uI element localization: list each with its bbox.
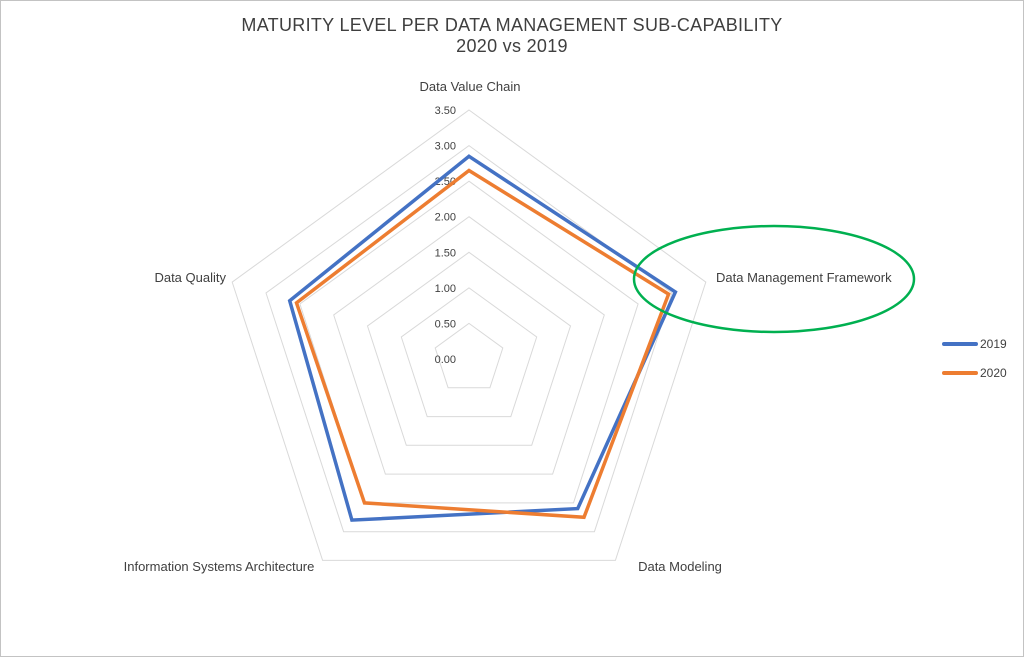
legend-line-swatch-2020: [942, 370, 978, 375]
category-label: Data Management Framework: [716, 270, 892, 285]
legend-label-2020: 2020: [980, 365, 1007, 380]
legend-line-swatch-2019: [942, 341, 978, 346]
radial-tick-label: 0.00: [435, 354, 456, 366]
legend-item-2020: 2020: [942, 363, 1007, 382]
radial-tick-label: 2.00: [435, 212, 456, 224]
grid-ring: [400, 287, 538, 418]
radial-tick-label: 3.50: [435, 105, 456, 117]
radial-tick-label: 1.00: [435, 283, 456, 295]
chart-title: MATURITY LEVEL PER DATA MANAGEMENT SUB-C…: [241, 15, 783, 35]
grid-ring: [333, 216, 605, 475]
legend-label-2019: 2019: [980, 336, 1007, 351]
series-line-2020: [294, 168, 671, 520]
category-label: Information Systems Architecture: [124, 559, 315, 574]
grid-ring: [434, 322, 504, 389]
category-label: Data Value Chain: [420, 79, 521, 94]
chart-title-block: MATURITY LEVEL PER DATA MANAGEMENT SUB-C…: [1, 15, 1023, 57]
radial-tick-label: 0.50: [435, 318, 456, 330]
annotation-ellipse: [632, 224, 916, 334]
radial-tick-label: 1.50: [435, 247, 456, 259]
radial-tick-label: 3.00: [435, 141, 456, 153]
chart-legend: 2019 2020: [942, 334, 1007, 382]
category-label: Data Modeling: [638, 559, 722, 574]
grid-ring: [231, 109, 707, 561]
category-label: Data Quality: [154, 270, 226, 285]
chart-subtitle: 2020 vs 2019: [456, 36, 568, 56]
legend-item-2019: 2019: [942, 334, 1007, 353]
grid-ring: [366, 251, 572, 446]
grid-ring: [299, 180, 639, 504]
series-line-2019: [287, 154, 678, 522]
